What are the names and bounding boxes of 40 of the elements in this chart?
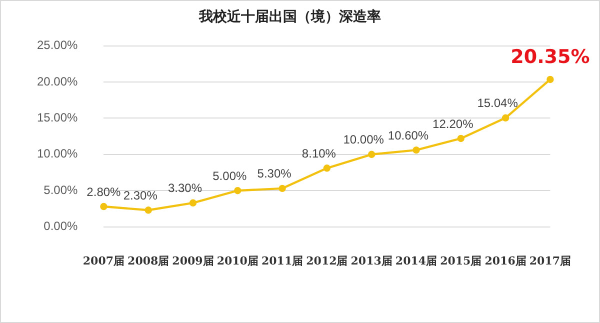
point bbox=[189, 199, 197, 207]
data-label: 2.30% bbox=[123, 188, 158, 202]
data-label: 2.80% bbox=[86, 184, 122, 199]
data-label: 15.04% bbox=[477, 96, 518, 110]
point bbox=[323, 164, 331, 172]
y-tick-label: 15.00% bbox=[36, 110, 78, 125]
point bbox=[368, 150, 376, 158]
data-label: 3.30% bbox=[168, 181, 202, 196]
point bbox=[502, 114, 510, 122]
x-tick-label: 2008届 bbox=[128, 254, 170, 268]
y-tick-label: 20.00% bbox=[36, 74, 78, 88]
x-tick-label: 2017届 bbox=[529, 254, 572, 268]
x-tick-label: 2013届 bbox=[350, 254, 392, 268]
point bbox=[278, 184, 286, 192]
data-label: 20.35% bbox=[510, 46, 590, 68]
chart-title: 我校近十届出国（境）深造率 bbox=[198, 8, 381, 26]
x-tick-label: 2016届 bbox=[484, 254, 526, 268]
y-tick-label: 0.00% bbox=[44, 219, 78, 234]
y-tick-label: 10.00% bbox=[36, 146, 78, 161]
x-tick-label: 2012届 bbox=[306, 254, 348, 268]
data-label: 5.30% bbox=[257, 166, 292, 181]
point bbox=[412, 146, 420, 154]
data-label: 8.10% bbox=[302, 146, 336, 160]
data-label: 10.00% bbox=[343, 132, 384, 147]
x-tick-label: 2007届 bbox=[82, 254, 125, 268]
x-tick-label: 2015届 bbox=[440, 254, 482, 268]
point bbox=[234, 187, 242, 194]
x-tick-label: 2009届 bbox=[172, 254, 214, 268]
x-tick-label: 2010届 bbox=[216, 254, 258, 268]
point bbox=[100, 202, 108, 210]
x-tick-label: 2014届 bbox=[395, 254, 438, 268]
point bbox=[546, 76, 554, 84]
data-label: 10.60% bbox=[388, 128, 429, 142]
point bbox=[144, 206, 152, 214]
y-tick-label: 5.00% bbox=[44, 182, 78, 197]
data-label: 5.00% bbox=[212, 168, 247, 183]
point bbox=[457, 134, 464, 142]
y-tick-label: 25.00% bbox=[36, 38, 78, 52]
x-tick-label: 2011届 bbox=[261, 254, 304, 268]
data-label: 12.20% bbox=[432, 116, 474, 131]
